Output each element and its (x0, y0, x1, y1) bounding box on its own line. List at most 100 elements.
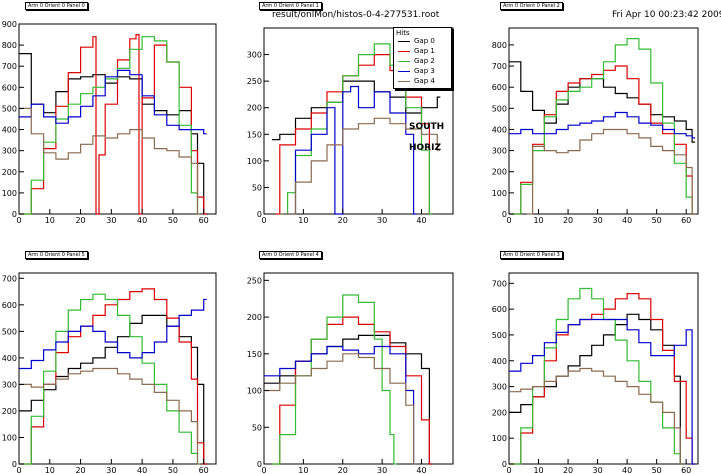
y-tick-label: 250 (247, 77, 262, 86)
legend-entry-gap-0: Gap 0 (398, 37, 450, 47)
annotation-horiz: HORIZ (409, 143, 441, 153)
legend-swatch (398, 41, 410, 42)
file-name: result/onlMon/histos-0-4-277531.root (272, 10, 440, 20)
x-tick-label: 0 (16, 466, 21, 474)
series-line-gap-2 (509, 38, 696, 215)
y-tick-label: 400 (492, 125, 507, 134)
x-tick-label: 30 (593, 466, 603, 474)
panel-2-title: Arm 0 Orient 0 Panel 2 (500, 2, 563, 10)
x-tick-label: 0 (506, 466, 511, 474)
y-tick-label: 700 (492, 62, 507, 71)
x-tick-label: 20 (563, 466, 573, 474)
legend-entry-gap-2: Gap 2 (398, 57, 450, 67)
panel-1-title: Arm 0 Orient 0 Panel 1 (259, 2, 322, 10)
y-tick-label: 500 (492, 331, 507, 340)
y-tick-label: 150 (247, 350, 262, 359)
y-tick-label: 100 (492, 434, 507, 443)
y-tick-label: 200 (492, 408, 507, 417)
y-tick-label: 300 (492, 147, 507, 156)
y-tick-label: 600 (492, 83, 507, 92)
y-tick-label: 0 (257, 210, 262, 219)
y-tick-label: 250 (247, 276, 262, 285)
x-tick-label: 10 (45, 216, 55, 225)
series-line-gap-3 (283, 85, 417, 215)
y-tick-label: 800 (492, 41, 507, 50)
y-tick-label: 600 (2, 301, 17, 310)
y-tick-label: 300 (2, 147, 17, 156)
y-tick-label: 500 (2, 104, 17, 113)
y-tick-label: 800 (2, 41, 17, 50)
x-tick-label: 60 (199, 466, 209, 474)
x-tick-label: 60 (681, 466, 691, 474)
series-line-gap-1 (19, 34, 207, 215)
legend-entry-gap-4: Gap 4 (398, 77, 450, 87)
x-tick-label: 30 (377, 466, 387, 474)
y-tick-label: 50 (252, 423, 262, 432)
x-tick-label: 50 (652, 216, 662, 225)
x-tick-label: 0 (506, 216, 511, 225)
plot-frame (263, 27, 454, 215)
x-tick-label: 40 (416, 466, 426, 474)
series-line-gap-4 (19, 107, 201, 215)
series-line-gap-0 (264, 334, 433, 465)
plot-frame (508, 272, 699, 465)
panel-0-title: Arm 0 Orient 0 Panel 0 (25, 2, 88, 10)
y-tick-label: 200 (247, 313, 262, 322)
series-line-gap-2 (509, 287, 684, 465)
series-line-gap-3 (264, 345, 417, 465)
x-tick-label: 10 (45, 466, 55, 474)
y-tick-label: 300 (247, 51, 262, 60)
legend-label: Gap 2 (414, 57, 435, 65)
legend: Hits Gap 0 Gap 1 Gap 2 Gap 3 Gap 4 (393, 27, 452, 89)
y-tick-label: 400 (2, 354, 17, 363)
series-line-gap-3 (509, 111, 696, 139)
y-tick-label: 0 (257, 460, 262, 469)
x-tick-label: 10 (298, 216, 308, 225)
panel-5-title: Arm 0 Orient 0 Panel 5 (25, 251, 88, 259)
y-tick-label: 400 (2, 126, 17, 135)
x-tick-label: 0 (261, 216, 266, 225)
x-tick-label: 60 (681, 216, 691, 225)
x-tick-label: 60 (199, 216, 209, 225)
y-tick-label: 100 (2, 189, 17, 198)
x-tick-label: 0 (16, 216, 21, 225)
y-tick-label: 500 (492, 104, 507, 113)
y-tick-label: 100 (2, 433, 17, 442)
y-tick-label: 100 (247, 157, 262, 166)
series-line-gap-3 (19, 69, 207, 135)
y-tick-label: 600 (2, 83, 17, 92)
y-tick-label: 300 (492, 383, 507, 392)
x-tick-label: 20 (75, 466, 85, 474)
x-tick-label: 40 (137, 466, 147, 474)
x-tick-label: 30 (593, 216, 603, 225)
x-tick-label: 20 (338, 466, 348, 474)
x-tick-label: 0 (261, 466, 266, 474)
x-tick-label: 40 (622, 466, 632, 474)
series-line-gap-3 (509, 318, 696, 465)
y-tick-label: 0 (502, 210, 507, 219)
x-tick-label: 50 (168, 216, 178, 225)
x-tick-label: 40 (137, 216, 147, 225)
x-tick-label: 30 (106, 466, 116, 474)
y-tick-label: 400 (492, 357, 507, 366)
legend-swatch (398, 61, 410, 62)
legend-label: Gap 3 (414, 67, 435, 75)
legend-label: Gap 0 (414, 37, 435, 45)
legend-label: Gap 4 (414, 77, 435, 85)
legend-entry-gap-3: Gap 3 (398, 67, 450, 77)
x-tick-label: 50 (652, 466, 662, 474)
plot-frame (263, 272, 454, 465)
y-tick-label: 200 (492, 168, 507, 177)
y-tick-label: 300 (2, 380, 17, 389)
series-line-gap-3 (19, 298, 207, 370)
x-tick-label: 20 (75, 216, 85, 225)
x-tick-label: 30 (377, 216, 387, 225)
x-tick-label: 50 (168, 466, 178, 474)
legend-swatch (398, 81, 410, 82)
series-line-gap-1 (509, 65, 696, 215)
panel-3-title: Arm 0 Orient 0 Panel 3 (500, 251, 563, 259)
annotation-south: SOUTH (409, 122, 445, 132)
legend-swatch (398, 51, 410, 52)
y-tick-label: 900 (2, 20, 17, 29)
